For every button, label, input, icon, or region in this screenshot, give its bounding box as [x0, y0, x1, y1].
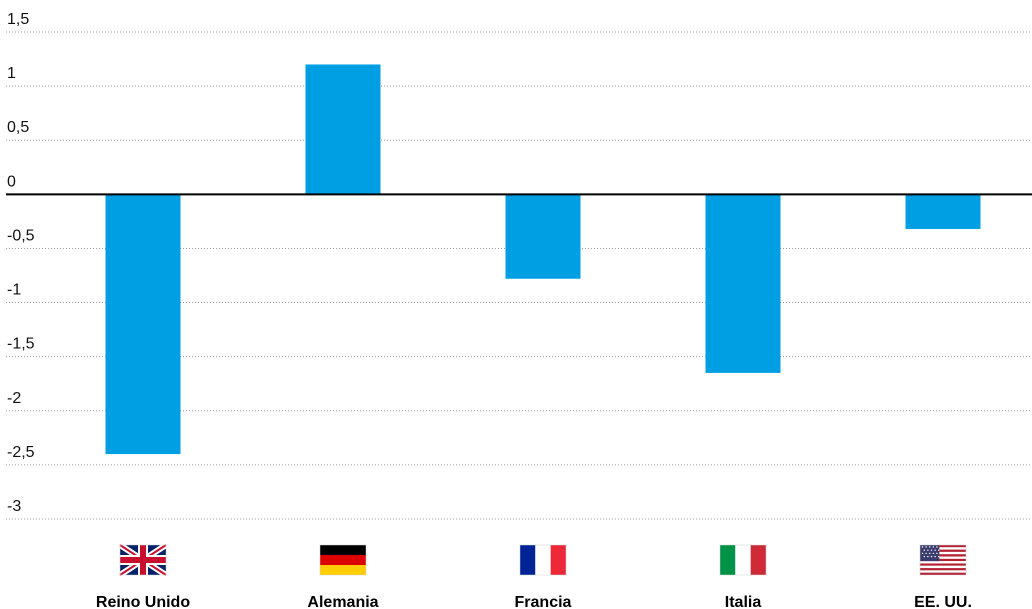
- country-flags: [118, 542, 967, 578]
- x-axis-category-labels: Reino Unido Alemania Francia Italia EE. UU.: [96, 594, 972, 609]
- bar-alemania: [305, 64, 381, 195]
- category-label: EE. UU.: [914, 594, 972, 609]
- italy-flag-icon: [719, 544, 767, 576]
- y-tick-label: 0: [7, 173, 16, 190]
- bar-francia: [505, 194, 581, 279]
- bar-reino-unido: [105, 194, 181, 455]
- bars: [105, 64, 981, 455]
- y-tick-label: -2: [7, 390, 21, 407]
- usa-flag-icon: [919, 544, 967, 576]
- y-tick-label: 0,5: [7, 119, 29, 136]
- germany-flag-icon: [319, 544, 367, 576]
- y-tick-label: -3: [7, 498, 21, 515]
- y-tick-label: -0,5: [7, 227, 35, 244]
- category-label: Francia: [515, 594, 572, 609]
- y-axis-tick-labels: 1,5 1 0,5 0 -0,5 -1 -1,5 -2 -2,5 -3: [7, 11, 35, 515]
- france-flag-icon: [519, 544, 567, 576]
- uk-flag-icon: [118, 542, 168, 578]
- bar-italia: [705, 194, 781, 373]
- category-label: Alemania: [307, 594, 378, 609]
- y-tick-label: -2,5: [7, 444, 35, 461]
- category-label: Reino Unido: [96, 594, 190, 609]
- y-tick-label: 1,5: [7, 11, 29, 28]
- bar-ee-uu: [905, 194, 981, 229]
- y-tick-label: -1: [7, 282, 21, 299]
- category-label: Italia: [725, 594, 762, 609]
- y-tick-label: 1: [7, 65, 16, 82]
- y-tick-label: -1,5: [7, 336, 35, 353]
